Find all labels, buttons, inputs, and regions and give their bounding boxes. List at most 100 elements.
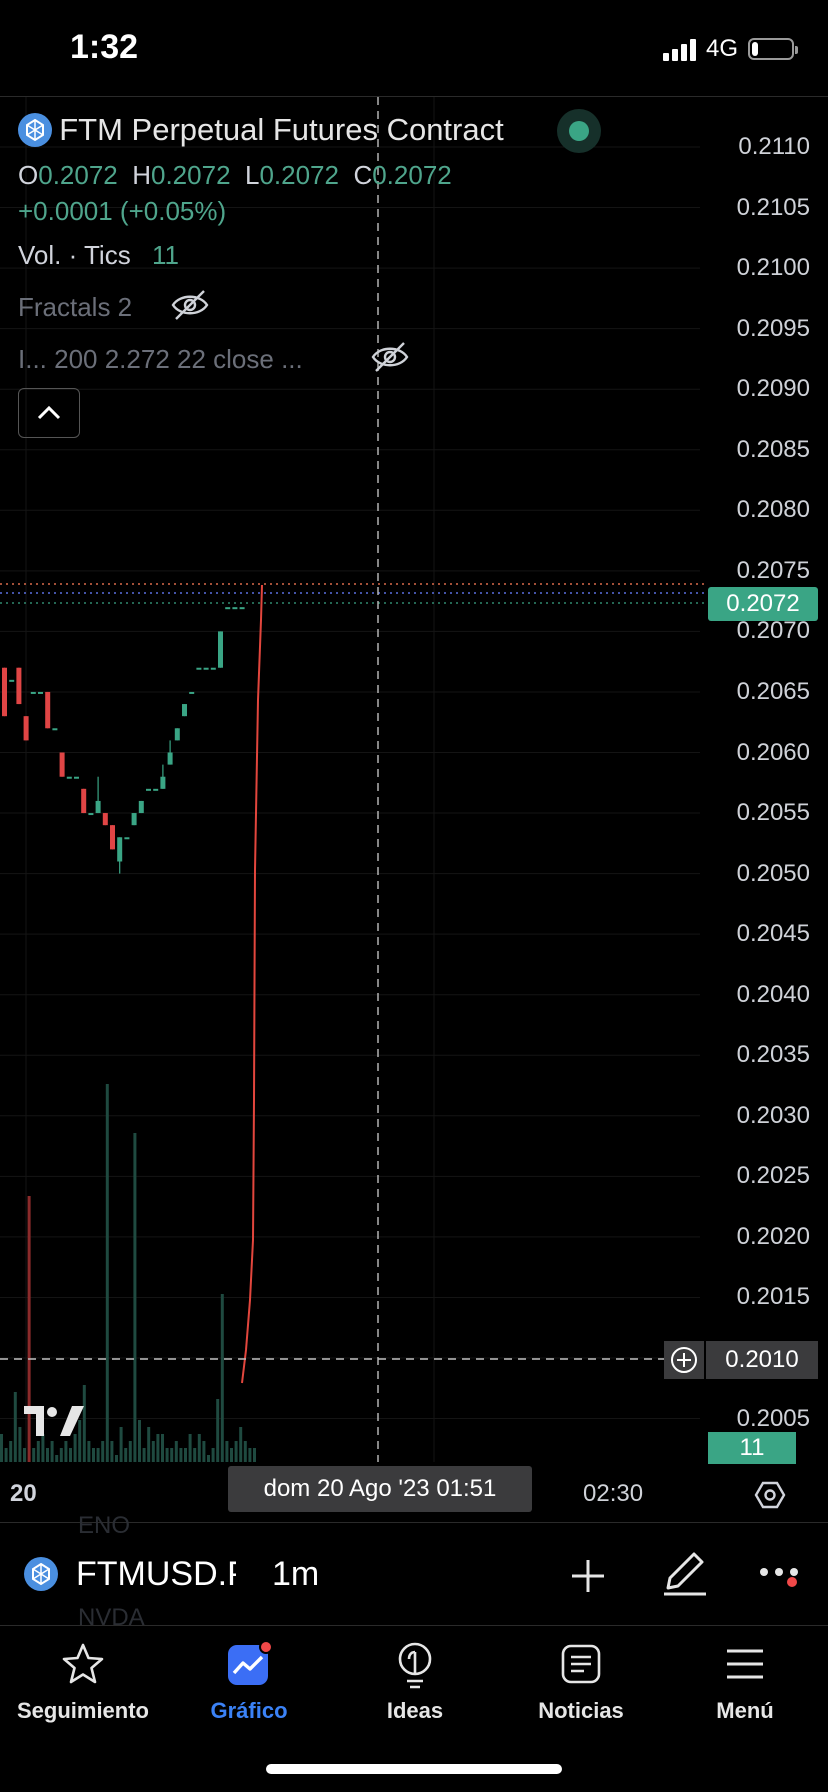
candle-body	[189, 691, 195, 694]
symbol-selector[interactable]: FTMUSD.P	[76, 1555, 236, 1593]
candle-body	[124, 837, 130, 840]
tab-noticias[interactable]: Noticias	[498, 1638, 664, 1724]
price-tick: 0.2055	[736, 799, 810, 827]
drawing-tools-button[interactable]	[660, 1548, 710, 1598]
volume-bar	[105, 1084, 109, 1462]
price-tick: 0.2105	[736, 193, 810, 221]
price-chart[interactable]	[0, 97, 828, 1462]
volume-bar	[92, 1448, 95, 1462]
candle-body	[160, 776, 166, 789]
open-label: O	[18, 160, 39, 190]
price-tick: 0.2085	[736, 435, 810, 463]
time-label: 02:30	[583, 1480, 644, 1507]
volume-bar	[220, 1294, 224, 1462]
chart-settings-icon[interactable]	[754, 1481, 786, 1509]
volume-bar	[193, 1448, 197, 1462]
plus-circle-icon	[671, 1347, 697, 1373]
candle-body	[225, 607, 231, 610]
ma-indicator-label: I... 200 2.272 22 close ...	[18, 344, 303, 374]
candle-body	[218, 631, 223, 668]
tab-menu[interactable]: Menú	[662, 1638, 828, 1724]
volume-bar	[110, 1441, 114, 1462]
candle-body	[146, 788, 151, 791]
volume-bar	[243, 1441, 247, 1462]
add-indicator-button[interactable]	[566, 1554, 610, 1598]
price-tick: 0.2080	[736, 496, 810, 524]
divider	[0, 1522, 828, 1523]
price-tick: 0.2060	[736, 738, 810, 766]
status-time: 1:32	[70, 28, 139, 66]
candle-body	[232, 607, 238, 610]
candle-body	[117, 837, 123, 862]
eye-off-icon[interactable]	[170, 288, 210, 322]
candle-body	[167, 752, 173, 765]
ftm-logo-icon	[18, 113, 52, 147]
market-status-indicator[interactable]	[557, 109, 601, 153]
price-tick: 0.2095	[736, 314, 810, 342]
candle-body	[66, 776, 72, 779]
candle-body	[196, 667, 202, 670]
price-tick: 0.2065	[736, 677, 810, 705]
candle-body	[203, 667, 209, 670]
market-status-dot	[569, 121, 589, 141]
volume-bar	[253, 1448, 256, 1462]
price-tick: 0.2035	[736, 1041, 810, 1069]
volume-bar	[174, 1441, 178, 1462]
price-tick: 0.2040	[736, 980, 810, 1008]
signal-icon	[662, 37, 696, 61]
volume-bar	[225, 1441, 229, 1462]
open-value: 0.2072	[38, 160, 118, 190]
network-label: 4G	[705, 35, 738, 62]
eye-off-icon[interactable]	[370, 340, 410, 374]
high-value: 0.2072	[151, 160, 231, 190]
crosshair-time-label: dom 20 Ago '23 01:51	[228, 1466, 532, 1512]
ghost-symbol: ENO	[78, 1512, 131, 1539]
candle-body	[182, 704, 187, 717]
news-icon	[561, 1644, 601, 1684]
lightbulb-icon	[398, 1642, 432, 1689]
tradingview-logo-icon	[24, 1406, 84, 1436]
ftm-logo-icon	[24, 1557, 58, 1591]
volume-bar	[179, 1448, 183, 1462]
tab-ideas[interactable]: Ideas	[332, 1638, 498, 1724]
collapse-legend-button[interactable]	[18, 388, 80, 438]
star-icon	[62, 1643, 104, 1684]
tab-seguimiento[interactable]: Seguimiento	[0, 1638, 166, 1724]
volume-bar	[64, 1441, 68, 1462]
candle-body	[81, 788, 87, 814]
add-alert-button[interactable]	[664, 1341, 704, 1379]
tab-label: Seguimiento	[16, 1698, 149, 1723]
close-label: C	[353, 160, 373, 190]
candle-body	[52, 728, 58, 731]
battery-fill	[752, 42, 758, 56]
price-tick: 0.2015	[736, 1283, 810, 1311]
volume-bar	[156, 1434, 160, 1462]
price-tick: 0.2070	[736, 617, 810, 645]
candle-body	[102, 813, 108, 826]
volume-bar	[23, 1448, 26, 1462]
candle-body	[95, 800, 101, 814]
tab-label: Noticias	[538, 1698, 624, 1723]
indicator-ma[interactable]: I... 200 2.272 22 close ...	[18, 344, 338, 375]
more-options-button[interactable]	[758, 1564, 804, 1588]
volume-legend[interactable]: Vol. · Tics 11	[18, 240, 179, 271]
legend-title-row[interactable]: FTM Perpetual Futures Contract	[18, 112, 504, 148]
candle-body	[210, 667, 216, 670]
price-tick: 0.2045	[736, 920, 810, 948]
interval-selector[interactable]: 1m	[272, 1555, 320, 1593]
chart-icon	[228, 1640, 273, 1685]
volume-bar	[32, 1448, 36, 1462]
close-value: 0.2072	[372, 160, 452, 190]
candle-body	[88, 813, 94, 816]
indicator-fractals[interactable]: Fractals 2	[18, 292, 132, 323]
price-tick: 0.2030	[736, 1101, 810, 1129]
volume-bars	[0, 1084, 256, 1462]
tab-grafico[interactable]: Gráfico	[166, 1638, 332, 1724]
candles	[2, 607, 245, 874]
volume-bar	[170, 1448, 174, 1462]
candle-body	[9, 679, 15, 682]
candle-body	[110, 825, 115, 850]
volume-bar	[151, 1441, 155, 1462]
volume-bar	[41, 1434, 45, 1462]
price-tick: 0.2050	[736, 859, 810, 887]
